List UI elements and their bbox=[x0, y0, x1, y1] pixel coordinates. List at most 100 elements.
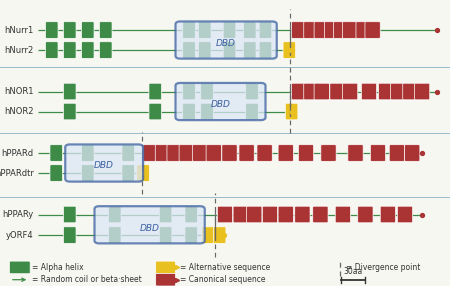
FancyBboxPatch shape bbox=[405, 145, 420, 161]
FancyBboxPatch shape bbox=[65, 144, 143, 182]
FancyBboxPatch shape bbox=[348, 145, 363, 161]
FancyBboxPatch shape bbox=[304, 83, 319, 100]
FancyBboxPatch shape bbox=[193, 145, 208, 161]
FancyBboxPatch shape bbox=[94, 206, 205, 243]
FancyBboxPatch shape bbox=[63, 42, 76, 58]
FancyBboxPatch shape bbox=[176, 21, 277, 59]
Text: yORF4: yORF4 bbox=[6, 231, 34, 240]
FancyBboxPatch shape bbox=[45, 42, 58, 58]
Text: DBD: DBD bbox=[216, 39, 236, 48]
Text: = Random coil or beta·sheet: = Random coil or beta·sheet bbox=[32, 275, 141, 284]
FancyBboxPatch shape bbox=[81, 22, 94, 38]
FancyBboxPatch shape bbox=[183, 42, 195, 58]
FancyBboxPatch shape bbox=[179, 145, 194, 161]
FancyBboxPatch shape bbox=[50, 145, 63, 161]
FancyBboxPatch shape bbox=[149, 103, 162, 120]
FancyBboxPatch shape bbox=[335, 206, 351, 223]
FancyBboxPatch shape bbox=[246, 103, 258, 120]
FancyBboxPatch shape bbox=[414, 83, 430, 100]
FancyBboxPatch shape bbox=[298, 145, 314, 161]
FancyBboxPatch shape bbox=[198, 42, 211, 58]
FancyBboxPatch shape bbox=[50, 165, 63, 181]
FancyBboxPatch shape bbox=[259, 42, 272, 58]
FancyBboxPatch shape bbox=[81, 42, 94, 58]
FancyBboxPatch shape bbox=[314, 83, 329, 100]
Text: = Alternative sequence: = Alternative sequence bbox=[180, 263, 270, 272]
FancyBboxPatch shape bbox=[156, 273, 176, 286]
Text: = Canonical sequence: = Canonical sequence bbox=[180, 275, 266, 284]
FancyBboxPatch shape bbox=[183, 22, 195, 38]
FancyBboxPatch shape bbox=[206, 145, 221, 161]
FancyBboxPatch shape bbox=[198, 22, 211, 38]
FancyBboxPatch shape bbox=[304, 22, 319, 38]
FancyBboxPatch shape bbox=[202, 227, 214, 243]
FancyBboxPatch shape bbox=[365, 22, 380, 38]
FancyBboxPatch shape bbox=[370, 145, 386, 161]
FancyBboxPatch shape bbox=[63, 206, 76, 223]
FancyBboxPatch shape bbox=[183, 83, 195, 100]
FancyBboxPatch shape bbox=[155, 145, 171, 161]
FancyBboxPatch shape bbox=[243, 22, 256, 38]
FancyBboxPatch shape bbox=[217, 206, 233, 223]
FancyBboxPatch shape bbox=[137, 165, 149, 181]
Text: hNOR1: hNOR1 bbox=[4, 87, 34, 96]
FancyBboxPatch shape bbox=[247, 206, 262, 223]
FancyBboxPatch shape bbox=[324, 22, 340, 38]
FancyBboxPatch shape bbox=[285, 103, 298, 120]
FancyBboxPatch shape bbox=[183, 103, 195, 120]
FancyBboxPatch shape bbox=[108, 206, 121, 223]
FancyBboxPatch shape bbox=[63, 83, 76, 100]
FancyBboxPatch shape bbox=[201, 83, 213, 100]
FancyBboxPatch shape bbox=[122, 165, 135, 181]
FancyBboxPatch shape bbox=[262, 206, 278, 223]
FancyBboxPatch shape bbox=[223, 22, 236, 38]
FancyBboxPatch shape bbox=[223, 42, 236, 58]
FancyBboxPatch shape bbox=[246, 83, 258, 100]
FancyBboxPatch shape bbox=[63, 103, 76, 120]
FancyBboxPatch shape bbox=[239, 145, 254, 161]
FancyBboxPatch shape bbox=[389, 145, 405, 161]
FancyBboxPatch shape bbox=[9, 261, 30, 274]
FancyBboxPatch shape bbox=[397, 206, 413, 223]
FancyBboxPatch shape bbox=[292, 83, 307, 100]
FancyBboxPatch shape bbox=[403, 83, 418, 100]
FancyBboxPatch shape bbox=[378, 83, 394, 100]
FancyBboxPatch shape bbox=[358, 206, 373, 223]
FancyBboxPatch shape bbox=[45, 22, 58, 38]
Text: 30aa: 30aa bbox=[343, 267, 362, 276]
FancyBboxPatch shape bbox=[321, 145, 336, 161]
FancyBboxPatch shape bbox=[108, 227, 121, 243]
FancyBboxPatch shape bbox=[333, 22, 349, 38]
FancyBboxPatch shape bbox=[185, 206, 198, 223]
FancyBboxPatch shape bbox=[185, 227, 198, 243]
FancyBboxPatch shape bbox=[330, 83, 345, 100]
FancyBboxPatch shape bbox=[222, 145, 237, 161]
FancyBboxPatch shape bbox=[81, 165, 94, 181]
FancyBboxPatch shape bbox=[122, 145, 135, 161]
FancyBboxPatch shape bbox=[314, 22, 329, 38]
FancyBboxPatch shape bbox=[295, 206, 310, 223]
Text: hNurr1: hNurr1 bbox=[4, 25, 34, 35]
Text: = Alpha helix: = Alpha helix bbox=[32, 263, 83, 272]
Text: DBD: DBD bbox=[211, 100, 230, 109]
FancyBboxPatch shape bbox=[278, 145, 293, 161]
FancyBboxPatch shape bbox=[283, 42, 296, 58]
FancyBboxPatch shape bbox=[213, 227, 226, 243]
FancyBboxPatch shape bbox=[380, 206, 396, 223]
FancyBboxPatch shape bbox=[292, 22, 307, 38]
FancyBboxPatch shape bbox=[342, 22, 358, 38]
FancyBboxPatch shape bbox=[159, 227, 172, 243]
FancyBboxPatch shape bbox=[201, 103, 213, 120]
FancyBboxPatch shape bbox=[391, 83, 406, 100]
Text: DBD: DBD bbox=[94, 161, 114, 170]
FancyBboxPatch shape bbox=[313, 206, 328, 223]
Text: DBD: DBD bbox=[140, 224, 160, 233]
FancyBboxPatch shape bbox=[63, 227, 76, 243]
FancyBboxPatch shape bbox=[342, 83, 358, 100]
Text: hPPARdtr: hPPARdtr bbox=[0, 168, 34, 178]
FancyBboxPatch shape bbox=[63, 22, 76, 38]
FancyBboxPatch shape bbox=[159, 206, 172, 223]
FancyBboxPatch shape bbox=[81, 145, 94, 161]
FancyBboxPatch shape bbox=[156, 261, 176, 274]
Text: hNOR2: hNOR2 bbox=[4, 107, 34, 116]
